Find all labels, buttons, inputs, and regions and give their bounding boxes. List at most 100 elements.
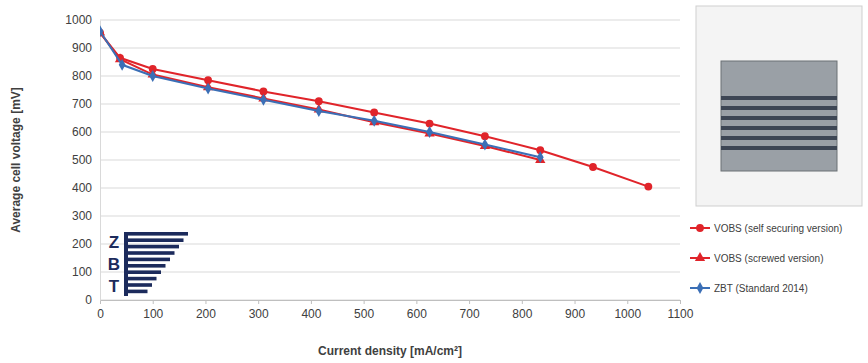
legend: VOBS (self securing version)VOBS (screwe… [690, 223, 842, 294]
photo-plate [721, 106, 837, 110]
series-marker [589, 163, 597, 171]
x-tick-label: 500 [354, 307, 374, 321]
x-tick: 0 [97, 300, 104, 321]
x-axis-line [101, 301, 681, 305]
y-tick: 500 [72, 153, 100, 167]
y-tick-label: 100 [72, 265, 92, 279]
y-tick-label: 200 [72, 237, 92, 251]
y-axis-line [100, 21, 101, 301]
x-tick: 1100 [668, 300, 694, 321]
y-tick-label: 500 [72, 153, 92, 167]
x-tick-mark [364, 300, 365, 304]
x-tick: 300 [249, 300, 269, 321]
legend-marker [696, 224, 704, 232]
x-tick-label: 900 [565, 307, 585, 321]
logo-stripe [128, 258, 170, 262]
photo-stack [721, 61, 837, 171]
grid-line [100, 160, 680, 161]
y-tick: 800 [72, 69, 100, 83]
y-tick: 900 [72, 41, 100, 55]
grid-line [100, 20, 680, 21]
y-tick-label: 1000 [65, 13, 92, 27]
x-tick-mark [575, 300, 576, 304]
y-axis-title: Average cell voltage [mV] [9, 87, 23, 233]
photo [696, 6, 862, 206]
y-tick-label: 400 [72, 181, 92, 195]
series-marker [149, 70, 156, 82]
x-tick-mark [205, 300, 206, 304]
logo-stripe [128, 251, 175, 255]
x-tick-label: 1000 [614, 307, 641, 321]
x-tick-mark [311, 300, 312, 304]
grid-line [100, 48, 680, 49]
series-marker [371, 115, 378, 127]
y-tick-label: 700 [72, 97, 92, 111]
grid-line [100, 244, 680, 245]
y-tick: 700 [72, 97, 100, 111]
y-tick-label: 0 [85, 293, 92, 307]
legend-label: VOBS (self securing version) [714, 223, 842, 234]
photo-plate [721, 96, 837, 100]
y-tick: 1000 [65, 13, 100, 27]
series-marker [260, 94, 267, 106]
logo-stripe [128, 277, 157, 281]
x-tick-mark [680, 300, 681, 304]
series-line [100, 31, 540, 157]
x-tick: 400 [301, 300, 321, 321]
x-tick: 600 [407, 300, 427, 321]
x-tick-mark [416, 300, 417, 304]
y-tick: 100 [72, 265, 100, 279]
y-tick: 300 [72, 209, 100, 223]
y-tick-label: 600 [72, 125, 92, 139]
y-tick-label: 900 [72, 41, 92, 55]
series-marker [482, 139, 489, 151]
x-axis: 0 100 200 300 400 500 600 700 800 900 1000 1100 [97, 300, 694, 321]
plot-area [100, 25, 652, 190]
grid [100, 20, 680, 300]
x-tick-mark [522, 300, 523, 304]
grid-line [100, 188, 680, 189]
logo-stripe [128, 264, 166, 268]
y-tick: 200 [72, 237, 100, 251]
series-marker [205, 83, 212, 95]
logo-stripe [128, 283, 152, 287]
series-marker [119, 59, 126, 71]
x-tick-mark [258, 300, 259, 304]
series-marker [100, 25, 103, 37]
photo-plate [721, 146, 837, 150]
legend-label: ZBT (Standard 2014) [714, 283, 808, 294]
x-tick: 700 [460, 300, 480, 321]
x-tick: 800 [512, 300, 532, 321]
logo-stripe [128, 238, 184, 242]
x-tick-label: 0 [97, 307, 104, 321]
logo-stripe [128, 232, 188, 236]
chart: 0 100 200 300 400 500 600 700 800 900 1000 1100 0 100… [0, 0, 868, 363]
series-marker [315, 105, 322, 117]
grid-line [100, 272, 680, 273]
grid-line [100, 104, 680, 105]
legend-marker [695, 252, 705, 261]
series-marker [426, 126, 433, 138]
x-tick-label: 100 [143, 307, 163, 321]
y-tick-label: 300 [72, 209, 92, 223]
logo-bar [124, 232, 128, 296]
x-tick-mark [469, 300, 470, 304]
x-tick: 200 [196, 300, 216, 321]
logo-letter: B [108, 255, 120, 274]
series-line [100, 33, 540, 160]
y-tick-label: 800 [72, 69, 92, 83]
x-tick-mark [627, 300, 628, 304]
x-tick-label: 400 [301, 307, 321, 321]
y-tick: 600 [72, 125, 100, 139]
logo-stripe [128, 290, 148, 294]
x-tick-label: 700 [460, 307, 480, 321]
x-tick: 900 [565, 300, 585, 321]
x-tick: 500 [354, 300, 374, 321]
y-axis: 0 100 200 300 400 500 600 700 800 900 1000 [65, 13, 100, 307]
photo-frame [696, 6, 862, 206]
legend-marker [697, 282, 704, 294]
series-marker [537, 151, 544, 163]
logo: ZBT [108, 232, 188, 296]
photo-plate [721, 136, 837, 140]
x-tick-label: 600 [407, 307, 427, 321]
